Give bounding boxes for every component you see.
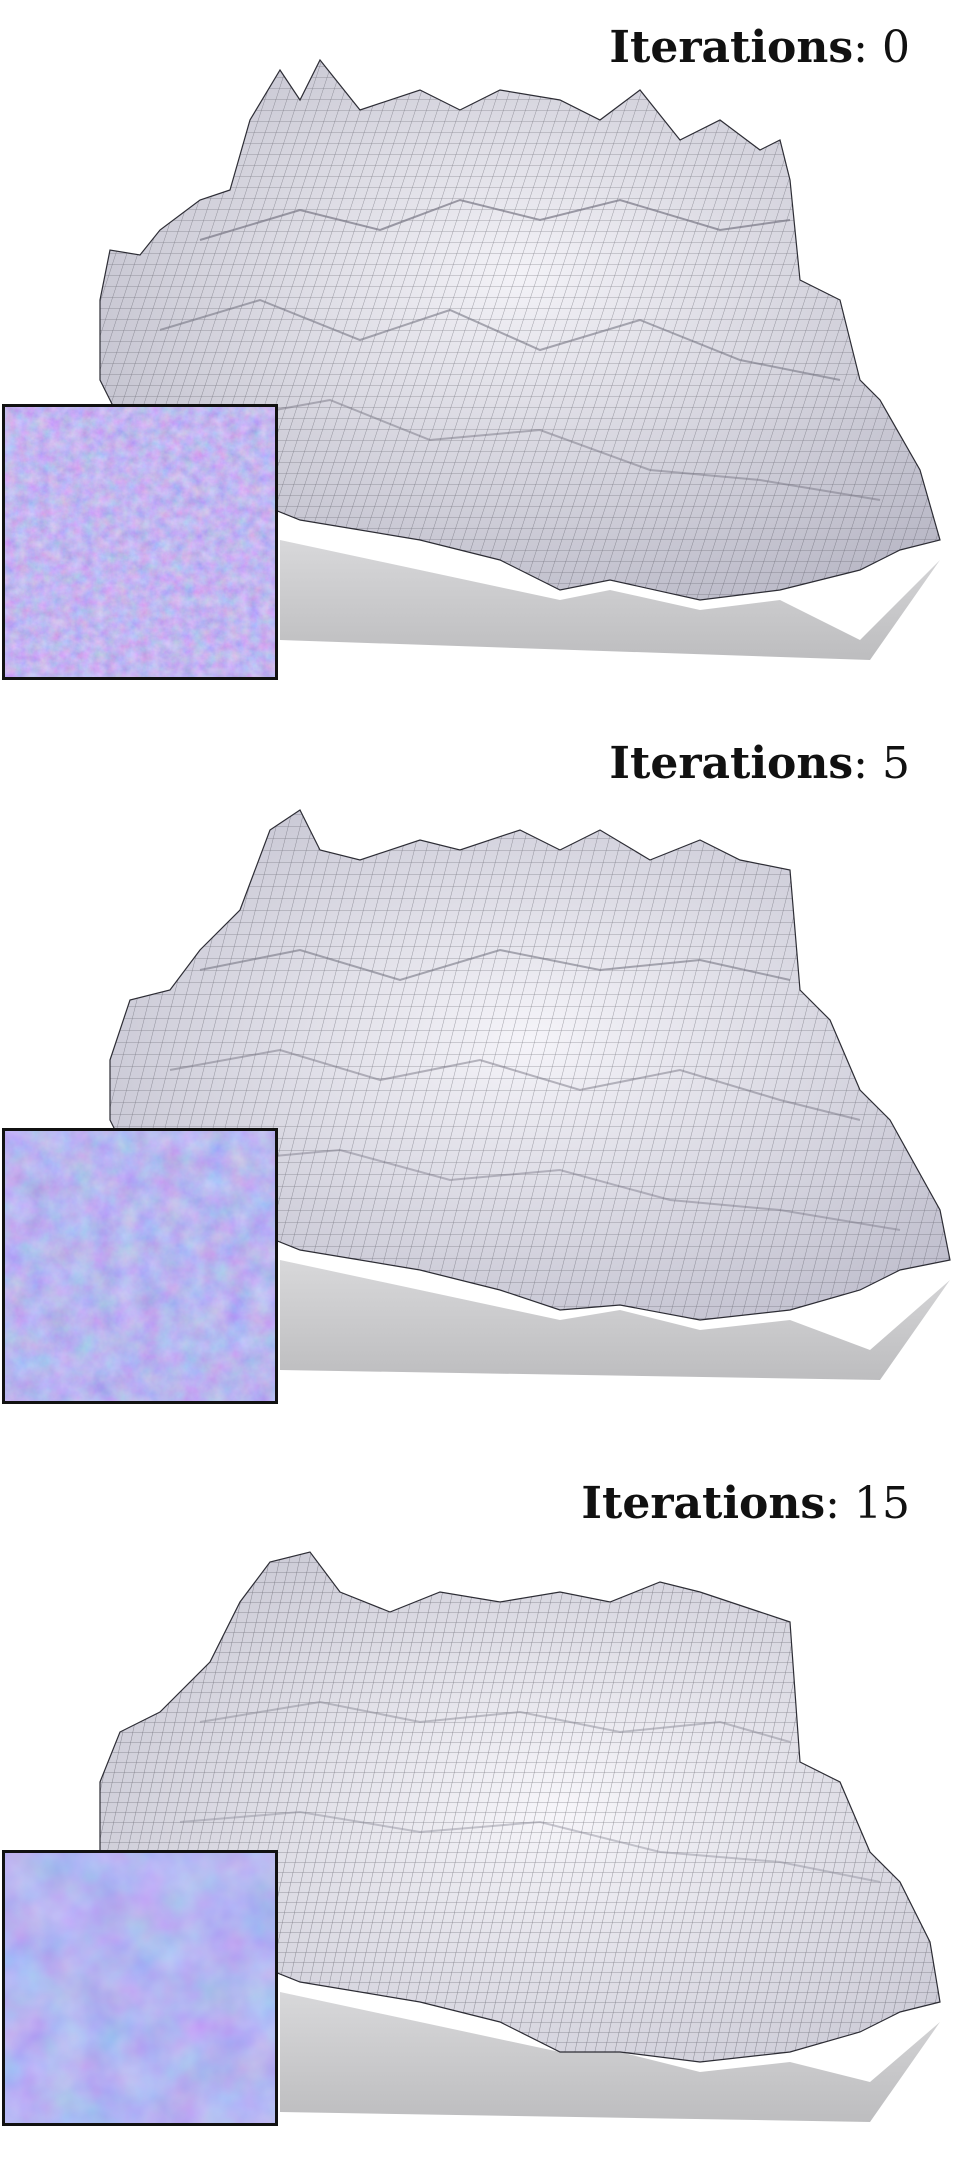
iteration-label: Iterations: 5 — [609, 742, 910, 786]
iteration-panel-5: Iterations: 5 — [0, 730, 974, 1430]
terrain-mesh — [109, 809, 951, 1380]
iteration-label-key: Iterations — [609, 22, 854, 73]
normal-map-inset — [2, 1128, 278, 1404]
normal-map-inset — [2, 1850, 278, 2126]
terrain-mesh — [99, 58, 941, 660]
iteration-label: Iterations: 15 — [581, 1482, 910, 1526]
normal-map-inset — [2, 404, 278, 680]
iteration-panel-15: Iterations: 15 — [0, 1462, 974, 2128]
iteration-label-key: Iterations — [581, 1478, 826, 1529]
iteration-label-key: Iterations — [609, 738, 854, 789]
iteration-label: Iterations: 0 — [609, 26, 910, 70]
iteration-count: 15 — [854, 1478, 910, 1529]
terrain-mesh — [99, 1551, 941, 2122]
terrain-base — [280, 1260, 950, 1380]
iteration-label-sep: : — [853, 738, 868, 789]
iteration-count: 5 — [882, 738, 910, 789]
iteration-panel-0: Iterations: 0 — [0, 0, 974, 700]
terrain-base — [280, 540, 940, 660]
terrain-base — [280, 1992, 940, 2122]
iteration-label-sep: : — [853, 22, 868, 73]
iteration-count: 0 — [882, 22, 910, 73]
iteration-label-sep: : — [825, 1478, 840, 1529]
